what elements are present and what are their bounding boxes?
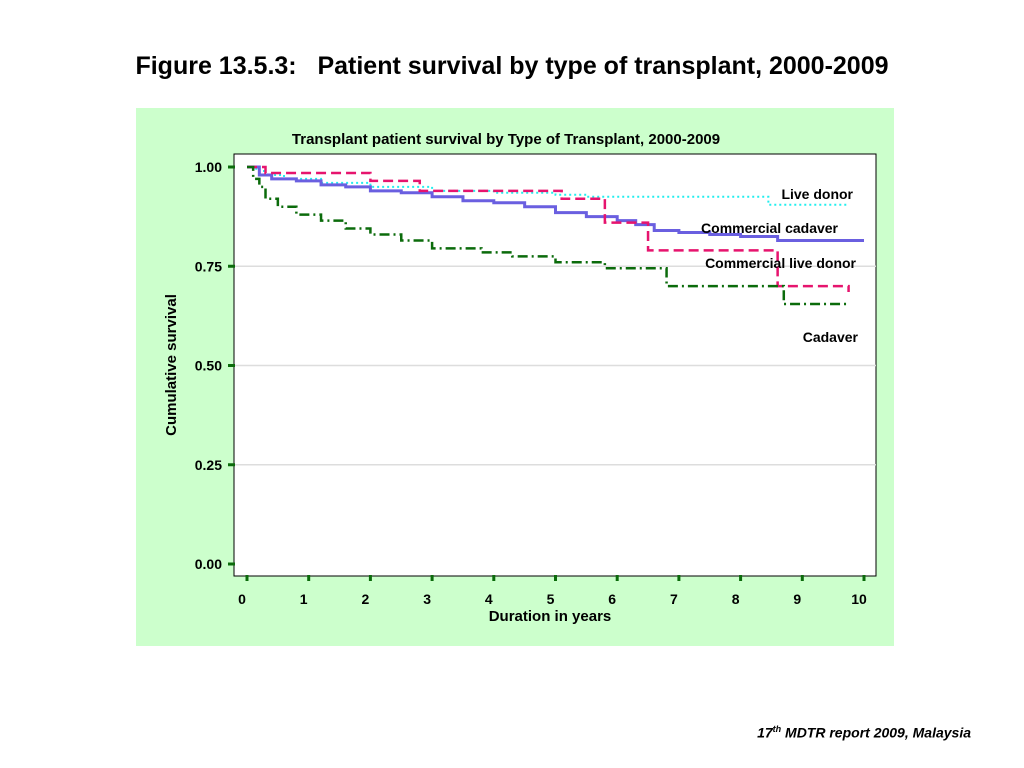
x-tick-label: 10 xyxy=(851,591,867,607)
x-tick-label: 1 xyxy=(300,591,308,607)
slide-title: Figure 13.5.3: Patient survival by type … xyxy=(135,52,889,80)
chart-title: Transplant patient survival by Type of T… xyxy=(292,131,720,148)
x-tick-label: 5 xyxy=(547,591,555,607)
y-tick-label: 0.25 xyxy=(195,457,222,473)
x-tick-label: 2 xyxy=(362,591,370,607)
x-tick-label: 8 xyxy=(732,591,740,607)
series-line-commercial-cadaver xyxy=(247,165,864,242)
series-label-cadaver: Cadaver xyxy=(803,329,859,345)
y-tick-label: 0.50 xyxy=(195,358,222,374)
series-label-commercial-live-donor: Commercial live donor xyxy=(705,255,856,271)
series-label-live-donor: Live donor xyxy=(781,186,853,202)
series-line-commercial-live-donor xyxy=(247,165,850,293)
footer-text: MDTR report 2009, Malaysia xyxy=(781,724,971,741)
x-tick-label: 6 xyxy=(608,591,616,607)
footer-number: 17 xyxy=(757,724,773,741)
y-tick-label: 0.00 xyxy=(195,556,222,572)
x-tick-label: 0 xyxy=(238,591,246,607)
x-tick-label: 9 xyxy=(793,591,801,607)
x-axis-label: Duration in years xyxy=(489,608,612,625)
x-tick-label: 7 xyxy=(670,591,678,607)
y-tick-label: 1.00 xyxy=(195,159,222,175)
x-tick-label: 4 xyxy=(485,591,493,607)
series-label-commercial-cadaver: Commercial cadaver xyxy=(701,220,839,236)
chart-panel: Transplant patient survival by Type of T… xyxy=(136,108,894,646)
y-axis-label: Cumulative survival xyxy=(163,294,180,436)
y-tick-label: 0.75 xyxy=(195,258,222,274)
footer-superscript: th xyxy=(772,724,782,734)
x-tick-label: 3 xyxy=(423,591,431,607)
survival-chart: Transplant patient survival by Type of T… xyxy=(163,131,877,625)
series-line-cadaver xyxy=(247,165,849,306)
footer-citation: 17th MDTR report 2009, Malaysia xyxy=(757,724,971,741)
